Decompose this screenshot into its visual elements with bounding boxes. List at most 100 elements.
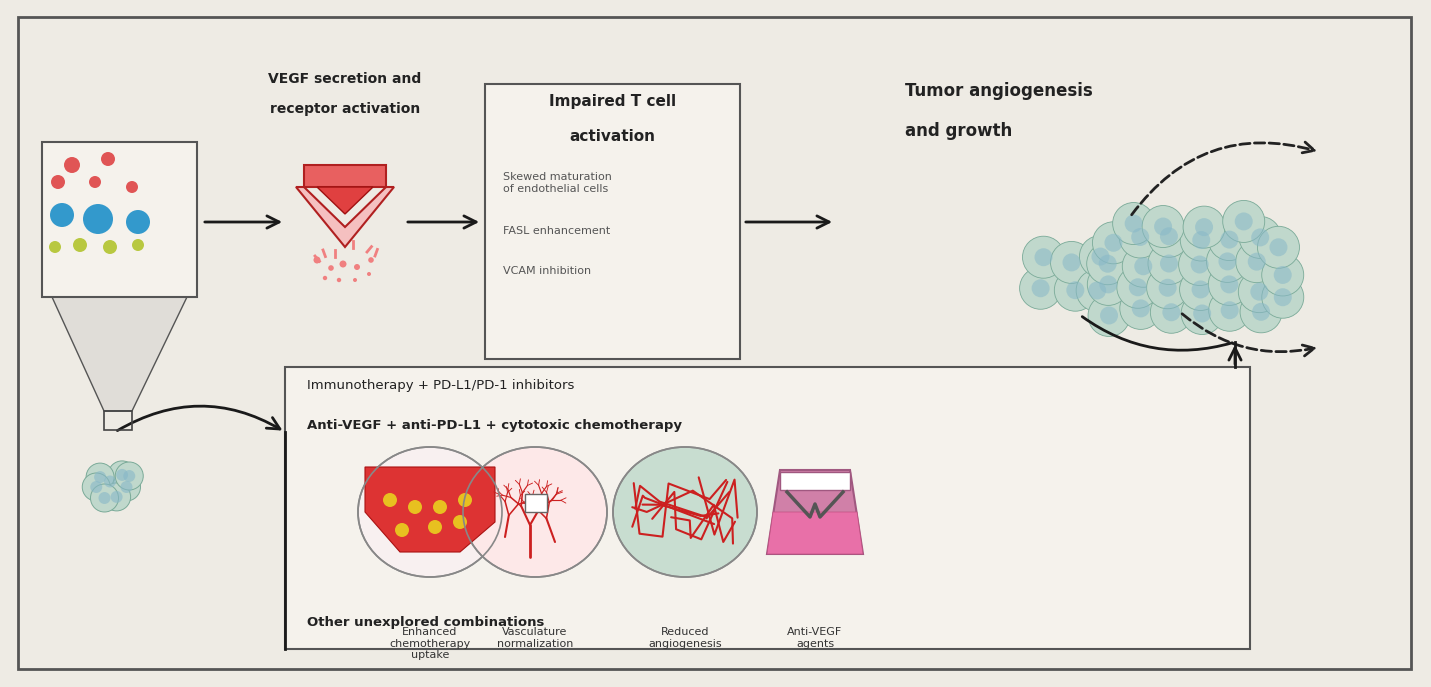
Circle shape	[1116, 267, 1159, 308]
Text: and growth: and growth	[904, 122, 1012, 140]
Circle shape	[1252, 303, 1271, 321]
Circle shape	[109, 461, 136, 489]
Circle shape	[1086, 243, 1129, 284]
Circle shape	[1274, 266, 1292, 284]
Circle shape	[1262, 276, 1304, 318]
Ellipse shape	[612, 447, 757, 577]
Circle shape	[1274, 289, 1292, 306]
Circle shape	[1135, 257, 1152, 275]
Circle shape	[1181, 293, 1224, 335]
Circle shape	[1192, 231, 1211, 249]
Circle shape	[1113, 203, 1155, 245]
Circle shape	[1222, 201, 1265, 243]
Circle shape	[1132, 300, 1149, 317]
Text: receptor activation: receptor activation	[270, 102, 421, 116]
Circle shape	[1119, 216, 1161, 258]
Circle shape	[90, 484, 119, 512]
Circle shape	[110, 491, 123, 503]
Circle shape	[1099, 275, 1118, 293]
FancyBboxPatch shape	[485, 84, 740, 359]
Circle shape	[90, 481, 102, 493]
Circle shape	[1235, 212, 1252, 230]
Polygon shape	[365, 467, 495, 552]
Text: Reduced
angiogenesis: Reduced angiogenesis	[648, 627, 721, 649]
Ellipse shape	[358, 447, 502, 577]
FancyBboxPatch shape	[41, 142, 197, 297]
Circle shape	[366, 272, 371, 276]
Circle shape	[1195, 218, 1213, 236]
Circle shape	[1221, 275, 1238, 293]
Circle shape	[83, 204, 113, 234]
Circle shape	[1151, 291, 1192, 333]
Circle shape	[1122, 245, 1165, 287]
Circle shape	[1221, 231, 1238, 249]
Circle shape	[1208, 218, 1251, 260]
Polygon shape	[52, 297, 187, 411]
Circle shape	[96, 467, 124, 495]
Text: Vasculature
normalization: Vasculature normalization	[497, 627, 574, 649]
Circle shape	[99, 492, 110, 504]
Polygon shape	[318, 187, 373, 214]
Circle shape	[73, 238, 87, 252]
Circle shape	[1269, 238, 1288, 256]
Circle shape	[1125, 214, 1142, 232]
Circle shape	[1088, 295, 1130, 337]
Circle shape	[313, 256, 321, 264]
Circle shape	[1076, 269, 1118, 311]
Circle shape	[1258, 226, 1299, 269]
Circle shape	[1262, 254, 1304, 296]
Circle shape	[1239, 216, 1281, 258]
Circle shape	[1050, 241, 1092, 284]
Circle shape	[339, 260, 346, 267]
Circle shape	[1129, 278, 1146, 296]
Circle shape	[1161, 254, 1178, 273]
Text: activation: activation	[570, 129, 655, 144]
Polygon shape	[767, 470, 863, 554]
Circle shape	[1161, 227, 1178, 245]
FancyBboxPatch shape	[285, 367, 1251, 649]
Circle shape	[395, 523, 409, 537]
Circle shape	[384, 493, 396, 507]
FancyBboxPatch shape	[780, 472, 850, 490]
Circle shape	[1248, 253, 1266, 271]
Circle shape	[49, 241, 62, 253]
FancyBboxPatch shape	[525, 494, 547, 512]
Circle shape	[1099, 255, 1116, 273]
Circle shape	[1120, 287, 1162, 329]
Polygon shape	[296, 187, 394, 247]
Circle shape	[126, 210, 150, 234]
Text: Anti-VEGF
agents: Anti-VEGF agents	[787, 627, 843, 649]
Text: Skewed maturation
of endothelial cells: Skewed maturation of endothelial cells	[504, 172, 612, 194]
FancyBboxPatch shape	[19, 17, 1411, 669]
Circle shape	[1206, 240, 1248, 282]
Circle shape	[123, 470, 136, 482]
Circle shape	[1179, 269, 1222, 311]
Circle shape	[1088, 263, 1129, 306]
Text: FASL enhancement: FASL enhancement	[504, 226, 610, 236]
Circle shape	[1183, 206, 1225, 248]
Circle shape	[1148, 215, 1191, 258]
Polygon shape	[767, 512, 863, 554]
Circle shape	[50, 203, 74, 227]
Text: Impaired T cell: Impaired T cell	[550, 94, 675, 109]
Circle shape	[1193, 304, 1211, 322]
Circle shape	[1162, 303, 1181, 322]
Circle shape	[132, 239, 145, 251]
Circle shape	[1218, 252, 1236, 271]
Circle shape	[103, 483, 130, 511]
Circle shape	[1062, 254, 1080, 271]
Circle shape	[1209, 289, 1251, 331]
Text: Anti-VEGF + anti-PD-L1 + cytotoxic chemotherapy: Anti-VEGF + anti-PD-L1 + cytotoxic chemo…	[308, 419, 683, 432]
Circle shape	[82, 473, 110, 501]
Circle shape	[1251, 282, 1268, 301]
Circle shape	[1153, 218, 1172, 236]
Circle shape	[1092, 222, 1135, 264]
Polygon shape	[303, 165, 386, 187]
Circle shape	[1148, 243, 1191, 284]
Circle shape	[328, 265, 333, 271]
Circle shape	[1035, 248, 1053, 266]
Circle shape	[94, 471, 106, 483]
Circle shape	[1092, 247, 1109, 266]
Circle shape	[120, 481, 133, 493]
Circle shape	[1079, 236, 1122, 278]
